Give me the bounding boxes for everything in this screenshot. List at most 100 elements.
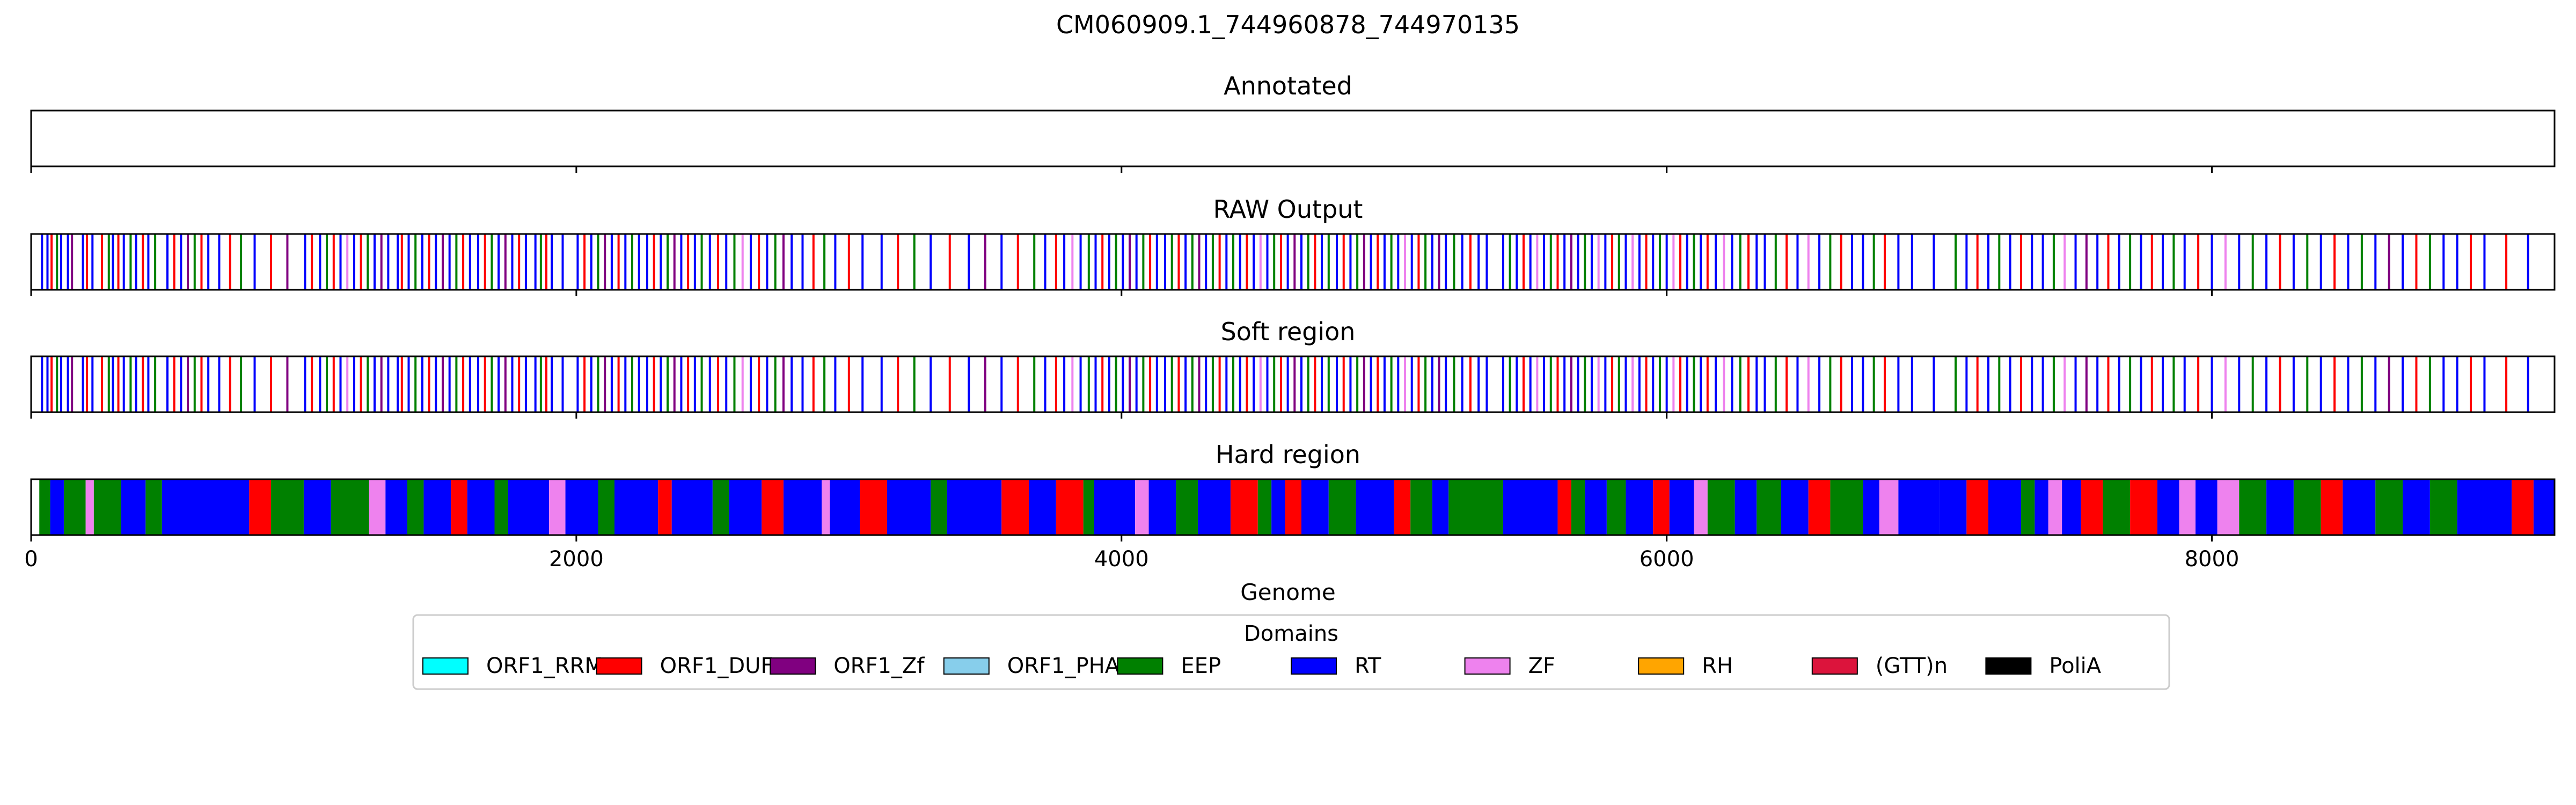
domain-block [1056,479,1084,535]
domain-block [1735,479,1757,535]
domain-block [860,479,887,535]
panel-1: Annotated [30,71,2556,173]
legend-entry: ORF1_DUF [596,654,773,678]
legend-entry: RT [1291,654,1381,678]
legend-swatch [1985,657,2032,675]
domain-block [1669,479,1694,535]
domain-block [1285,479,1301,535]
legend-label: RH [1702,654,1733,678]
domain-block [2512,479,2534,535]
domain-block [2062,479,2081,535]
legend-swatch [770,657,816,675]
domain-block [1135,479,1149,535]
domain-block [2403,479,2430,535]
domain-block [762,479,784,535]
domain-block [63,479,86,535]
legend-swatch [1638,657,1685,675]
domain-block [2266,479,2294,535]
panel-2: RAW Output [30,195,2556,296]
domain-block [39,479,50,535]
legend-label: ORF1_RRM [486,654,603,678]
legend-label: (GTT)n [1876,654,1948,678]
domain-block [1898,479,1940,535]
domain-block [508,479,550,535]
domain-block [2035,479,2048,535]
domain-block [1356,479,1394,535]
domain-block [1707,479,1735,535]
domain-block [1557,479,1571,535]
domain-block [1757,479,1781,535]
domain-block [712,479,729,535]
domain-block [947,479,1002,535]
legend-swatch [1464,657,1511,675]
domain-block [729,479,762,535]
legend: Domains ORF1_RRM ORF1_DUF ORF1_Zf ORF1_PHA EE… [412,614,2170,690]
legend-swatch [943,657,990,675]
domain-block [1410,479,1432,535]
domain-block [671,479,713,535]
panel-title: Hard region [1216,440,1360,469]
legend-swatch [596,657,642,675]
domain-block [145,479,162,535]
domain-block [85,479,94,535]
domain-block [1448,479,1503,535]
legend-entry: PoliA [1985,654,2102,678]
x-tick-label: 0 [24,547,38,572]
domain-block [451,479,467,535]
domain-block [1257,479,1272,535]
domain-block [1939,479,1967,535]
domain-block [1503,479,1558,535]
panel-frame [30,478,2556,536]
domain-block [1083,479,1094,535]
domain-block [369,479,386,535]
domain-block [1781,479,1809,535]
legend-label: ZF [1528,654,1555,678]
domain-block [1001,479,1029,535]
domain-block [494,479,508,535]
x-tick-label: 6000 [1640,547,1694,572]
legend-label: EEP [1181,654,1221,678]
domain-block [931,479,947,535]
domain-block [423,479,451,535]
domain-block [2196,479,2218,535]
panel-frame [30,355,2556,413]
domain-block [385,479,407,535]
domain-block [1271,479,1285,535]
legend-entry: (GTT)n [1811,654,1948,678]
domain-block [50,479,64,535]
domain-block [2021,479,2035,535]
x-tick-label: 4000 [1094,547,1149,572]
domain-block [249,479,271,535]
domain-block [1863,479,1879,535]
legend-swatch [422,657,469,675]
domain-block [1029,479,1056,535]
domain-block [1694,479,1708,535]
domain-block [1432,479,1449,535]
domain-block [1197,479,1231,535]
domain-block [2081,479,2103,535]
domain-block [783,479,822,535]
domain-block [2375,479,2403,535]
panel-title: Annotated [1224,71,1352,100]
x-tick-label: 2000 [549,547,604,572]
panel-frame [30,109,2556,167]
domain-block [614,479,658,535]
panel-4: Hard region 0 2000 4000 6000 8000 [24,440,2556,572]
domain-block [93,479,121,535]
domain-block [2103,479,2131,535]
domain-block [1394,479,1411,535]
domain-block [2533,479,2555,535]
legend-label: PoliA [2049,654,2101,678]
panel-title: Soft region [1221,317,1356,346]
domain-block [2130,479,2157,535]
legend-entry: ZF [1464,654,1555,678]
domain-block [1094,479,1136,535]
legend-label: ORF1_Zf [833,654,925,678]
legend-entry: EEP [1117,654,1221,678]
domain-block [1301,479,1329,535]
domain-block [1606,479,1626,535]
legend-entry: ORF1_Zf [770,654,925,678]
domain-block [2179,479,2196,535]
legend-title: Domains [1244,621,1338,646]
domain-block [2239,479,2267,535]
